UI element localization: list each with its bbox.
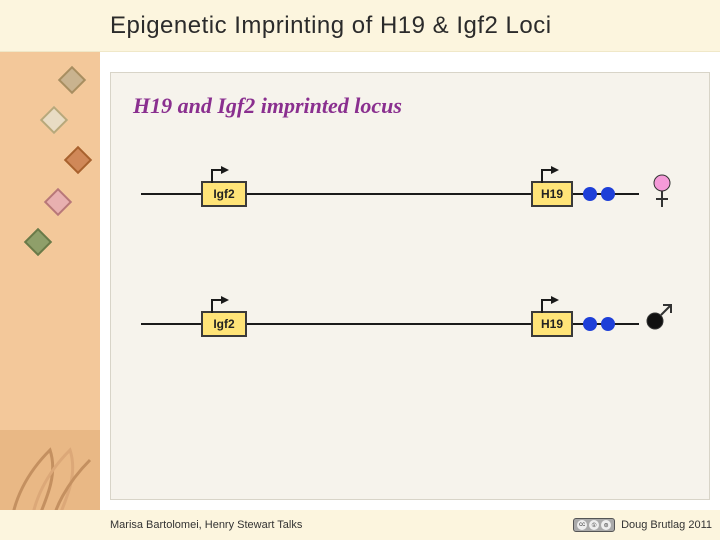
locus-row-female: Igf2H19 [141,163,679,223]
cpg-island-icon [601,317,615,331]
diagram-title: H19 and Igf2 imprinted locus [133,93,402,119]
header-bar: Epigenetic Imprinting of H19 & Igf2 Loci [0,0,720,52]
female-symbol-icon [651,173,673,218]
cc-license-icon: cc①⊜ [573,518,615,532]
cpg-island-icon [601,187,615,201]
diagram-panel: H19 and Igf2 imprinted locus Igf2H19 Igf2… [110,72,710,500]
tss-arrow-icon [209,295,231,318]
male-symbol-icon [643,303,673,338]
cpg-island-icon [583,187,597,201]
footer-credit-left: Marisa Bartolomei, Henry Stewart Talks [110,519,302,531]
locus-row-male: Igf2H19 [141,293,679,353]
tss-arrow-icon [209,165,231,188]
cpg-island-icon [583,317,597,331]
footer-author: Doug Brutlag 2011 [621,519,712,531]
slide-title: Epigenetic Imprinting of H19 & Igf2 Loci [110,12,552,40]
footer-bar: Marisa Bartolomei, Henry Stewart Talks c… [0,510,720,540]
footer-credit-right: cc①⊜ Doug Brutlag 2011 [573,518,712,532]
tss-arrow-icon [539,295,561,318]
tss-arrow-icon [539,165,561,188]
